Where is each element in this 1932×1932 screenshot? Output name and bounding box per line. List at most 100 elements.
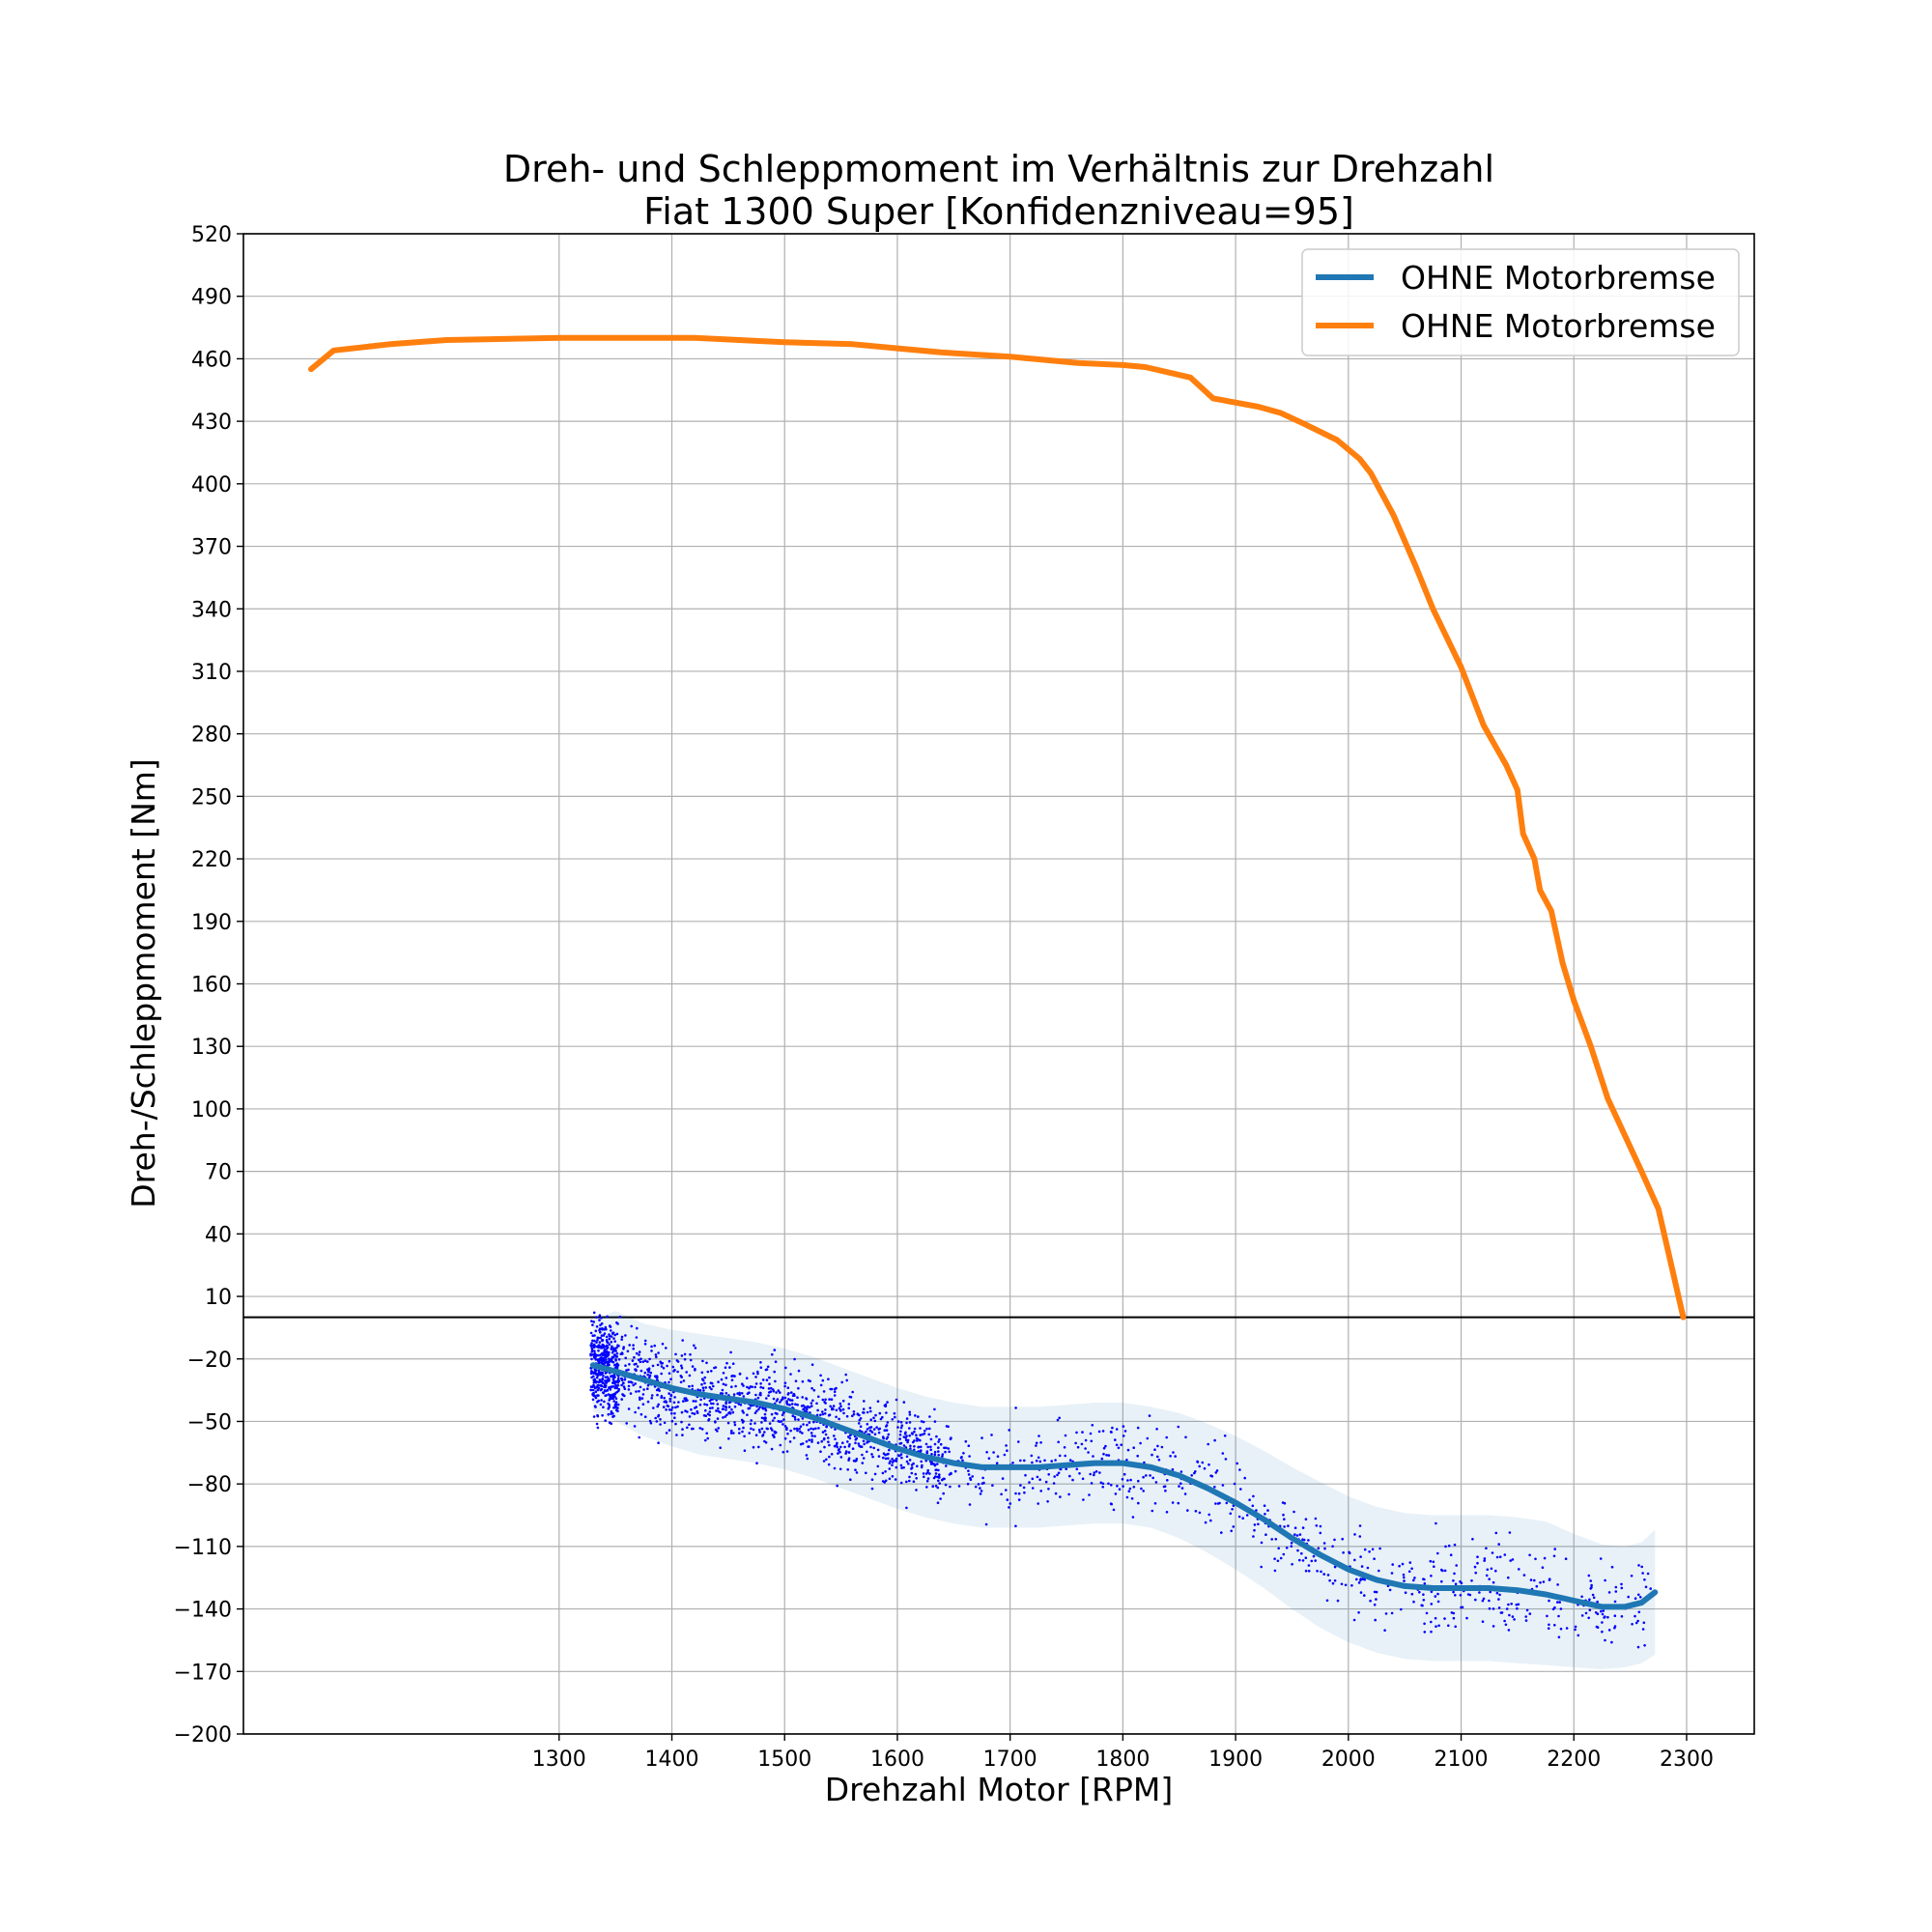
scatter-point <box>1646 1572 1650 1576</box>
scatter-point <box>1369 1599 1372 1603</box>
scatter-point <box>1151 1476 1154 1480</box>
scatter-point <box>830 1453 834 1456</box>
scatter-point <box>1120 1443 1122 1446</box>
scatter-point <box>926 1477 930 1480</box>
scatter-point <box>1471 1538 1474 1541</box>
scatter-point <box>933 1407 936 1411</box>
scatter-point <box>1209 1519 1212 1522</box>
scatter-point <box>885 1411 888 1414</box>
scatter-point <box>1543 1556 1547 1560</box>
scatter-point <box>1102 1446 1106 1450</box>
scatter-point <box>610 1347 613 1350</box>
scatter-point <box>1557 1614 1560 1618</box>
x-tick-label: 2000 <box>1321 1747 1376 1772</box>
scatter-point <box>1093 1473 1095 1477</box>
scatter-point <box>1316 1570 1319 1573</box>
scatter-point <box>654 1353 658 1356</box>
scatter-point <box>604 1376 608 1378</box>
scatter-point <box>1252 1494 1255 1498</box>
scatter-point <box>635 1362 638 1366</box>
scatter-point <box>1643 1644 1646 1647</box>
scatter-point <box>1208 1513 1210 1517</box>
scatter-point <box>1024 1473 1027 1477</box>
scatter-point <box>810 1363 814 1366</box>
scatter-point <box>1067 1492 1070 1496</box>
scatter-point <box>1495 1555 1499 1559</box>
y-tick-label: 520 <box>191 223 232 247</box>
scatter-point <box>599 1330 602 1334</box>
scatter-point <box>621 1352 624 1355</box>
scatter-point <box>1239 1488 1242 1491</box>
scatter-point <box>1270 1538 1273 1541</box>
scatter-point <box>1215 1469 1219 1472</box>
scatter-point <box>632 1383 635 1387</box>
scatter-point <box>1342 1551 1345 1554</box>
scatter-point <box>599 1403 603 1406</box>
scatter-point <box>761 1386 765 1390</box>
scatter-point <box>891 1418 895 1421</box>
scatter-point <box>937 1450 940 1453</box>
scatter-point <box>899 1481 903 1485</box>
scatter-point <box>1524 1615 1527 1618</box>
scatter-point <box>828 1413 832 1416</box>
scatter-point <box>755 1409 758 1412</box>
y-tick-label: −200 <box>174 1723 232 1747</box>
scatter-point <box>913 1427 917 1431</box>
scatter-point <box>905 1480 908 1484</box>
scatter-point <box>591 1334 594 1337</box>
scatter-point <box>1476 1561 1479 1565</box>
scatter-point <box>1363 1577 1366 1581</box>
scatter-point <box>990 1434 993 1436</box>
scatter-point <box>902 1435 906 1438</box>
scatter-point <box>1577 1634 1580 1637</box>
scatter-point <box>870 1453 873 1456</box>
scatter-point <box>660 1396 663 1400</box>
scatter-point <box>1006 1449 1009 1452</box>
scatter-point <box>793 1427 796 1431</box>
scatter-point <box>865 1471 867 1475</box>
scatter-point <box>1637 1610 1641 1614</box>
scatter-point <box>1082 1498 1085 1501</box>
x-tick-label: 1500 <box>757 1747 811 1772</box>
scatter-point <box>781 1413 784 1417</box>
scatter-point <box>891 1461 895 1464</box>
scatter-point <box>878 1411 882 1415</box>
scatter-point <box>774 1360 778 1363</box>
scatter-point <box>914 1472 918 1476</box>
scatter-point <box>1100 1457 1104 1461</box>
scatter-point <box>819 1383 823 1387</box>
scatter-point <box>1459 1594 1463 1597</box>
scatter-point <box>1587 1616 1590 1620</box>
scatter-point <box>979 1492 982 1495</box>
scatter-point <box>1078 1472 1081 1475</box>
scatter-point <box>1535 1584 1539 1588</box>
scatter-point <box>657 1441 660 1444</box>
scatter-point <box>1359 1555 1362 1558</box>
scatter-point <box>608 1343 611 1346</box>
scatter-point <box>638 1435 640 1439</box>
scatter-point <box>668 1400 672 1403</box>
scatter-point <box>722 1382 725 1386</box>
scatter-point <box>887 1457 890 1460</box>
scatter-point <box>1017 1492 1021 1495</box>
scatter-point <box>875 1426 878 1429</box>
scatter-point <box>1588 1598 1591 1602</box>
scatter-point <box>785 1402 788 1405</box>
scatter-point <box>760 1416 764 1420</box>
scatter-point <box>905 1435 908 1437</box>
scatter-point <box>907 1463 910 1465</box>
scatter-point <box>613 1363 616 1367</box>
scatter-point <box>1153 1448 1156 1451</box>
scatter-point <box>641 1403 645 1406</box>
scatter-point <box>879 1417 883 1421</box>
scatter-point <box>895 1465 898 1469</box>
scatter-point <box>931 1463 934 1465</box>
scatter-point <box>957 1485 961 1488</box>
scatter-point <box>719 1446 722 1449</box>
scatter-point <box>1257 1522 1260 1526</box>
scatter-point <box>770 1447 774 1451</box>
scatter-point <box>821 1431 825 1434</box>
scatter-point <box>676 1405 679 1408</box>
scatter-point <box>908 1459 912 1462</box>
scatter-point <box>857 1442 861 1445</box>
